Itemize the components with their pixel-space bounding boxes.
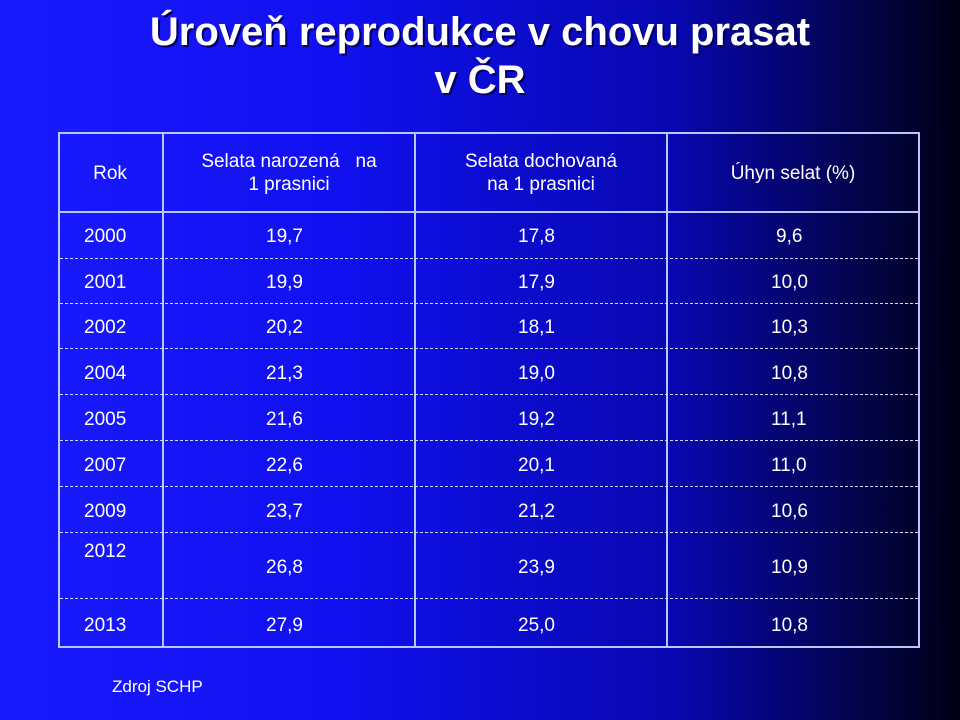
source-note: Zdroj SCHP — [112, 677, 203, 696]
cell-year: 2001 — [84, 272, 127, 293]
cell-reared: 21,2 — [518, 501, 555, 522]
cell-born: 22,6 — [266, 455, 303, 476]
cell-loss: 10,9 — [771, 557, 808, 578]
row-divider — [60, 598, 918, 599]
header-selata-dochovana: Selata dochovaná na 1 prasnici — [416, 150, 666, 196]
cell-loss: 10,6 — [771, 501, 808, 522]
header-selata-narozena-line-1: Selata narozená na — [201, 151, 377, 172]
row-divider — [60, 394, 918, 395]
title-line-2: v ČR — [434, 58, 526, 102]
cell-reared: 17,9 — [518, 272, 555, 293]
header-uhyn-selat-label: Úhyn selat (%) — [730, 163, 856, 184]
header-rok-label: Rok — [93, 163, 127, 184]
cell-loss: 10,0 — [771, 272, 808, 293]
row-divider — [60, 258, 918, 259]
row-divider — [60, 348, 918, 349]
title-line-1: Úroveň reprodukce v chovu prasat — [149, 10, 811, 54]
cell-year: 2004 — [84, 363, 127, 384]
header-selata-narozena-line-2: 1 prasnici — [248, 174, 330, 195]
cell-reared: 17,8 — [518, 226, 555, 247]
cell-born: 20,2 — [266, 317, 303, 338]
cell-born: 21,3 — [266, 363, 303, 384]
cell-year: 2013 — [84, 615, 127, 636]
header-selata-narozena: Selata narozená na 1 prasnici — [164, 150, 414, 196]
cell-born: 26,8 — [266, 557, 303, 578]
header-selata-dochovana-line-2: na 1 prasnici — [487, 174, 595, 195]
row-divider — [60, 486, 918, 487]
cell-loss: 11,0 — [771, 455, 807, 476]
cell-year: 2002 — [84, 317, 127, 338]
header-selata-dochovana-line-1: Selata dochovaná — [464, 151, 618, 172]
header-uhyn-selat: Úhyn selat (%) — [668, 162, 918, 185]
cell-born: 21,6 — [266, 409, 303, 430]
row-divider — [60, 440, 918, 441]
cell-loss: 10,3 — [771, 317, 808, 338]
cell-reared: 18,1 — [518, 317, 555, 338]
cell-year: 2005 — [84, 409, 127, 430]
cell-born: 19,7 — [266, 226, 303, 247]
cell-reared: 19,0 — [518, 363, 555, 384]
cell-loss: 10,8 — [771, 363, 808, 384]
cell-born: 27,9 — [266, 615, 303, 636]
cell-year: 2009 — [84, 501, 127, 522]
cell-year: 2012 — [84, 541, 127, 562]
cell-loss: 11,1 — [771, 409, 807, 430]
column-divider — [414, 132, 416, 648]
header-rok: Rok — [60, 162, 160, 185]
row-divider — [60, 532, 918, 533]
cell-year: 2000 — [84, 226, 127, 247]
row-divider — [60, 303, 918, 304]
column-divider — [162, 132, 164, 648]
cell-loss: 9,6 — [776, 226, 803, 247]
cell-reared: 19,2 — [518, 409, 555, 430]
cell-loss: 10,8 — [771, 615, 808, 636]
header-divider — [58, 211, 920, 213]
cell-born: 19,9 — [266, 272, 303, 293]
page-title: Úroveň reprodukce v chovu prasat v ČR — [0, 8, 960, 104]
column-divider — [666, 132, 668, 648]
cell-reared: 20,1 — [518, 455, 555, 476]
cell-reared: 25,0 — [518, 615, 555, 636]
cell-reared: 23,9 — [518, 557, 555, 578]
cell-year: 2007 — [84, 455, 127, 476]
data-table — [58, 132, 920, 648]
cell-born: 23,7 — [266, 501, 303, 522]
